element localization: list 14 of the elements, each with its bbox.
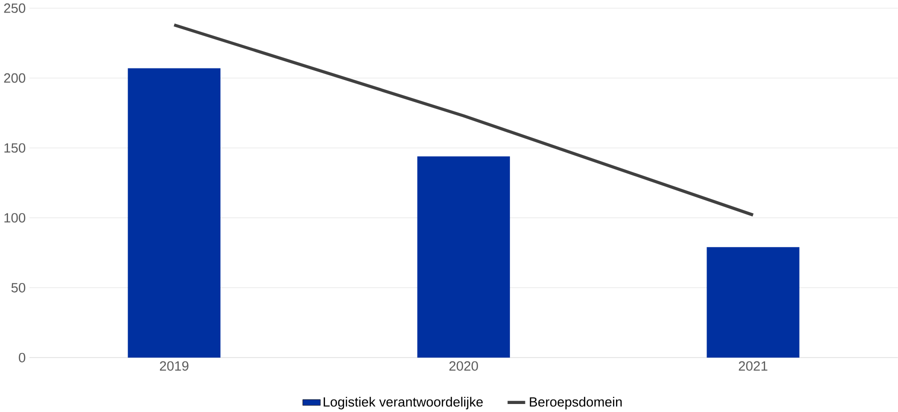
- x-tick-label: 2019: [160, 361, 188, 371]
- y-tick-label: 150: [4, 143, 26, 153]
- legend-label: Logistiek verantwoordelijke: [324, 396, 483, 410]
- y-tick-label: 0: [18, 352, 26, 362]
- y-tick-label: 250: [4, 3, 26, 13]
- x-tick-label: 2021: [738, 361, 768, 371]
- y-tick-label: 200: [4, 73, 26, 83]
- bar: [706, 247, 800, 358]
- legend-label: Beroepsdomein: [530, 396, 622, 410]
- bar: [128, 68, 220, 358]
- x-tick-label: 2020: [449, 361, 478, 371]
- y-tick-label: 50: [11, 282, 26, 292]
- bar: [417, 156, 510, 358]
- y-tick-label: 100: [4, 212, 26, 222]
